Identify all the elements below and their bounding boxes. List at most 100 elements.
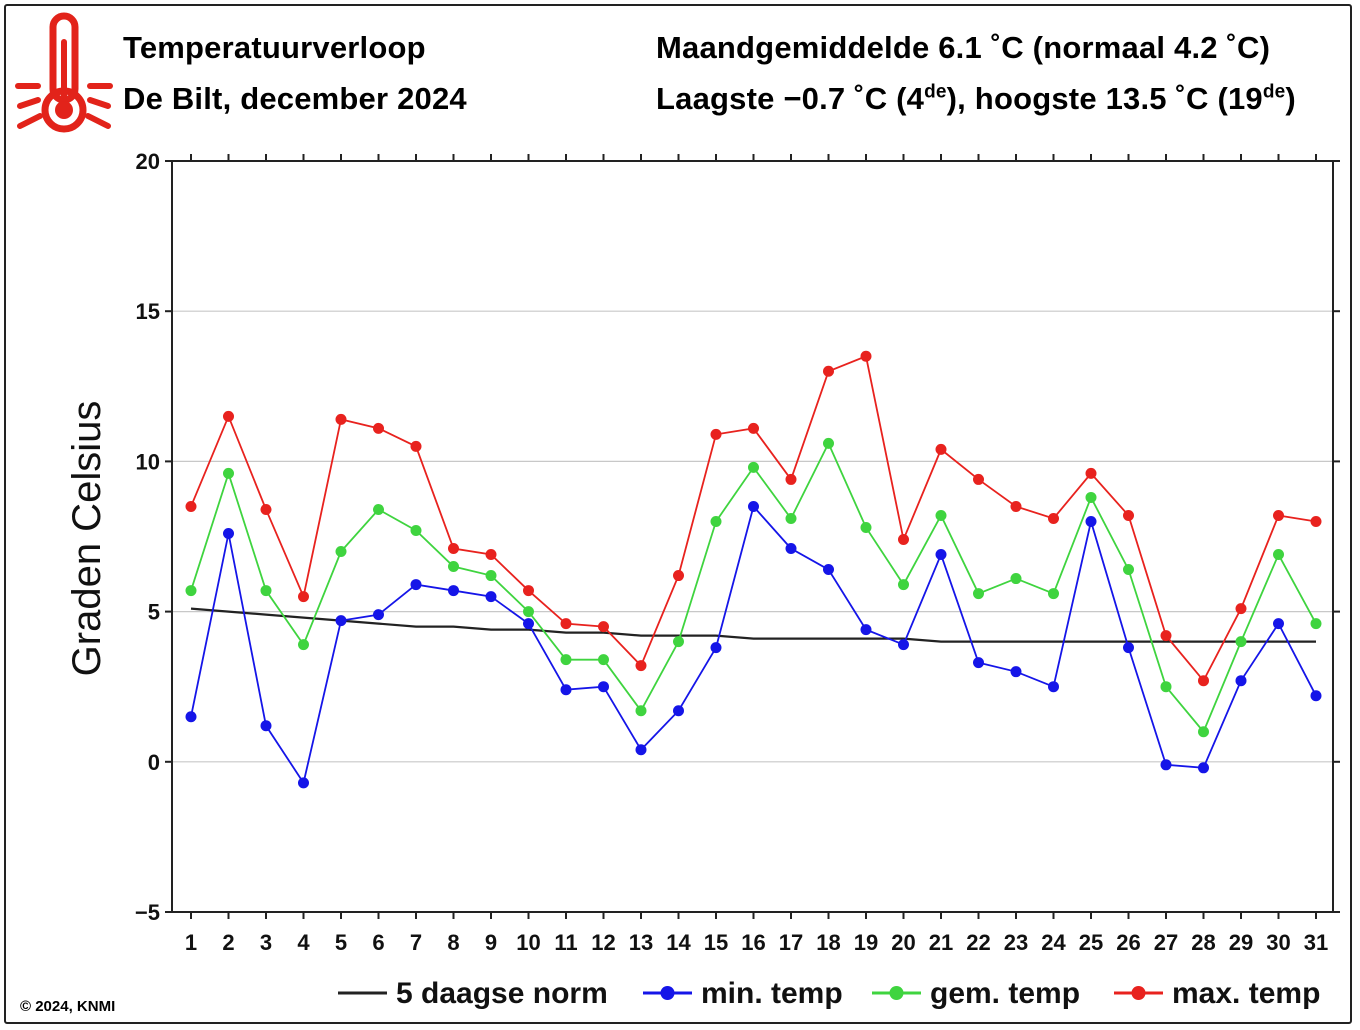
data-point-gem-temp — [373, 503, 384, 515]
data-point-min-temp — [185, 711, 197, 723]
x-tick-label: 18 — [816, 930, 840, 955]
thermometer-icon — [15, 12, 113, 133]
data-point-gem-temp — [710, 515, 722, 527]
data-point-max-temp — [1085, 467, 1097, 479]
data-point-min-temp — [485, 591, 497, 603]
data-point-gem-temp — [860, 521, 872, 533]
data-point-min-temp — [410, 579, 422, 591]
data-point-gem-temp — [410, 524, 422, 536]
data-point-gem-temp — [748, 461, 759, 473]
data-point-min-temp — [973, 657, 984, 669]
x-tick-label: 17 — [779, 930, 803, 955]
data-point-max-temp — [410, 440, 422, 452]
x-tick-label: 28 — [1191, 930, 1215, 955]
x-tick-label: 22 — [966, 930, 990, 955]
data-point-max-temp — [523, 585, 534, 597]
chart-title: Temperatuurverloop — [123, 30, 426, 65]
data-point-min-temp — [260, 720, 272, 732]
copyright-text: © 2024, KNMI — [20, 998, 116, 1015]
x-tick-label: 26 — [1116, 930, 1140, 955]
data-point-gem-temp — [560, 654, 572, 666]
data-point-gem-temp — [260, 585, 272, 597]
x-tick-label: 21 — [929, 930, 953, 955]
data-point-max-temp — [898, 534, 909, 546]
legend-marker-max-temp — [1131, 986, 1146, 1000]
legend: 5 daagse norm min. temp gem. temp max. temp — [338, 977, 1320, 1010]
x-tick-label: 19 — [854, 930, 878, 955]
data-point-gem-temp — [298, 639, 309, 651]
x-tick-label: 9 — [485, 930, 497, 955]
data-point-gem-temp — [935, 509, 947, 521]
data-point-max-temp — [448, 543, 459, 555]
data-point-max-temp — [1198, 675, 1209, 687]
data-point-min-temp — [335, 615, 347, 627]
data-point-gem-temp — [523, 606, 534, 618]
y-tick-label: 15 — [136, 299, 160, 324]
series-markers — [185, 350, 1322, 789]
data-point-min-temp — [298, 777, 309, 789]
data-point-min-temp — [748, 500, 759, 512]
legend-label-max-temp: max. temp — [1172, 977, 1320, 1010]
data-point-gem-temp — [1160, 681, 1172, 693]
data-point-gem-temp — [448, 561, 459, 573]
data-point-max-temp — [560, 618, 572, 630]
data-point-max-temp — [973, 473, 984, 485]
x-tick-label: 6 — [372, 930, 384, 955]
data-point-gem-temp — [335, 546, 347, 558]
x-tick-label: 2 — [222, 930, 234, 955]
x-tick-label: 10 — [516, 930, 540, 955]
x-tick-label: 3 — [260, 930, 272, 955]
data-point-min-temp — [598, 681, 609, 693]
data-point-min-temp — [1048, 681, 1059, 693]
legend-marker-min-temp — [660, 986, 675, 1000]
chart-subtitle: De Bilt, december 2024 — [123, 81, 467, 116]
x-tick-label: 13 — [629, 930, 653, 955]
data-point-min-temp — [523, 618, 534, 630]
data-point-gem-temp — [1198, 726, 1209, 738]
data-point-min-temp — [373, 609, 384, 621]
data-point-max-temp — [673, 570, 684, 582]
legend-label-gem-temp: gem. temp — [930, 977, 1080, 1010]
legend-marker-gem-temp — [889, 986, 904, 1000]
data-point-min-temp — [1160, 759, 1172, 771]
data-point-max-temp — [1048, 512, 1059, 524]
y-tick-label: 0 — [148, 750, 160, 775]
data-point-min-temp — [673, 705, 684, 717]
gridlines — [172, 310, 1333, 763]
data-point-min-temp — [635, 744, 647, 756]
data-point-gem-temp — [898, 579, 909, 591]
y-tick-label: 5 — [148, 600, 160, 625]
x-tick-label: 12 — [591, 930, 615, 955]
series-lines — [190, 355, 1317, 786]
data-point-max-temp — [185, 500, 197, 512]
data-point-max-temp — [223, 410, 234, 422]
data-point-max-temp — [1010, 500, 1022, 512]
data-point-min-temp — [448, 585, 459, 597]
x-tick-label: 8 — [447, 930, 459, 955]
x-tick-label: 24 — [1041, 930, 1066, 955]
x-tick-label: 25 — [1079, 930, 1103, 955]
data-point-min-temp — [1310, 690, 1322, 702]
data-point-gem-temp — [973, 588, 984, 600]
data-point-min-temp — [1010, 666, 1022, 678]
legend-label-min-temp: min. temp — [701, 977, 843, 1010]
data-point-gem-temp — [1048, 588, 1059, 600]
data-point-gem-temp — [1235, 636, 1247, 648]
data-point-max-temp — [823, 365, 834, 377]
data-point-max-temp — [598, 621, 609, 633]
data-point-max-temp — [298, 591, 309, 603]
x-tick-label: 5 — [335, 930, 347, 955]
data-point-max-temp — [1160, 630, 1172, 642]
data-point-min-temp — [1235, 675, 1247, 687]
data-point-min-temp — [823, 564, 834, 576]
x-tick-label: 11 — [554, 930, 577, 955]
x-tick-label: 31 — [1304, 930, 1328, 955]
x-tick-label: 1 — [185, 930, 197, 955]
data-point-gem-temp — [598, 654, 609, 666]
x-tick-label: 14 — [666, 930, 691, 955]
data-point-min-temp — [898, 639, 909, 651]
data-point-min-temp — [1123, 642, 1134, 654]
data-point-max-temp — [635, 660, 647, 672]
data-point-min-temp — [560, 684, 572, 696]
